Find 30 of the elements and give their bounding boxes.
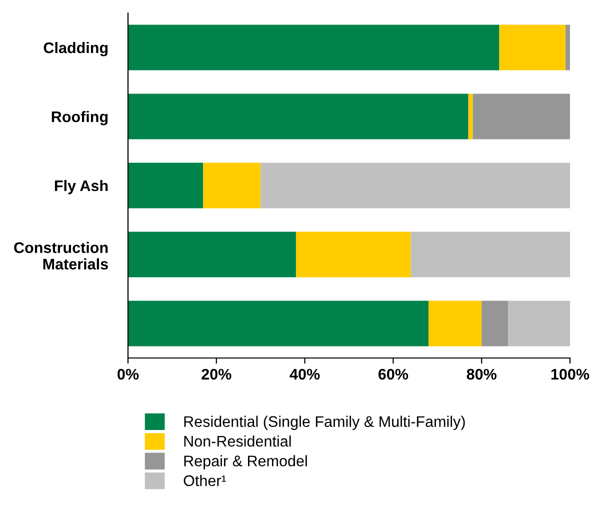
y-tick-label: Cladding (44, 42, 108, 56)
y-tick-label: Roofing (52, 110, 108, 126)
x-tick-label: 40% (290, 368, 320, 380)
x-tick-label: 100% (551, 368, 590, 380)
bar (472, 94, 570, 140)
bar (428, 300, 482, 346)
bar (128, 24, 500, 70)
bar (128, 300, 429, 346)
bar (482, 300, 508, 346)
bar (260, 162, 570, 208)
legend-label: Non-Residential (184, 435, 291, 447)
bar (410, 232, 570, 278)
bar (128, 232, 296, 278)
bar (128, 162, 204, 208)
bar (128, 94, 468, 140)
bar (508, 300, 570, 346)
x-tick-label: 60% (378, 368, 408, 380)
x-tick-label: 0% (118, 368, 139, 380)
x-tick-label: 20% (202, 368, 232, 380)
bar (499, 24, 566, 70)
bar (296, 232, 411, 278)
legend-label: Repair & Remodel (184, 455, 307, 470)
bar (566, 24, 570, 70)
bar (203, 162, 261, 208)
x-tick-label: 80% (466, 368, 496, 380)
legend-label: Other¹ (184, 474, 226, 486)
y-tick-label: Construction Materials (14, 242, 108, 270)
bar (468, 94, 473, 140)
y-tick-label: Fly Ash (54, 180, 108, 194)
legend-label: Residential (Single Family & Multi-Family) (184, 416, 465, 430)
